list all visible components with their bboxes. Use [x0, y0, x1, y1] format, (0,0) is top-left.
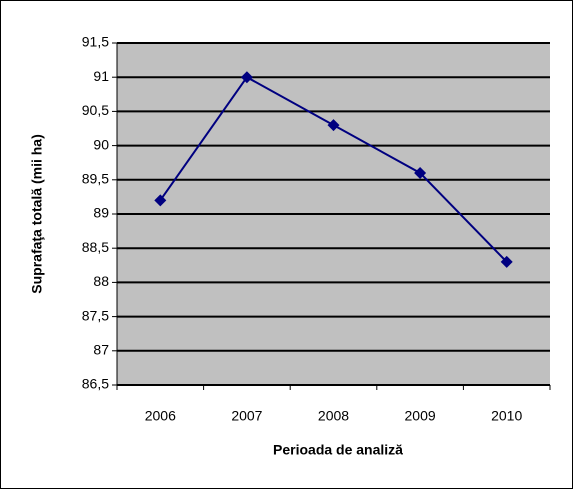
x-tick-label: 2007	[231, 408, 262, 424]
y-tick-label: 90,5	[82, 102, 109, 118]
data-point	[414, 166, 427, 179]
y-tick-label: 88,5	[82, 239, 109, 255]
y-tick-label: 91	[93, 68, 109, 84]
y-tick-label: 89,5	[82, 171, 109, 187]
data-point	[154, 194, 167, 207]
y-tick-label: 87	[93, 342, 109, 358]
x-tick-label: 2010	[491, 408, 522, 424]
y-tick-label: 86,5	[82, 376, 109, 392]
x-tick-label: 2009	[405, 408, 436, 424]
y-tick-label: 90	[93, 136, 109, 152]
data-point	[240, 71, 253, 84]
y-tick-label: 88	[93, 273, 109, 289]
x-axis-title: Perioada de analiză	[273, 442, 403, 458]
y-tick-label: 91,5	[82, 34, 109, 50]
y-tick-label: 87,5	[82, 307, 109, 323]
x-tick-label: 2006	[145, 408, 176, 424]
y-tick-label: 89	[93, 205, 109, 221]
x-tick-label: 2008	[318, 408, 349, 424]
data-point	[327, 119, 340, 132]
data-point	[500, 255, 513, 268]
y-axis-title: Suprafaţa totală (mii ha)	[29, 134, 45, 293]
